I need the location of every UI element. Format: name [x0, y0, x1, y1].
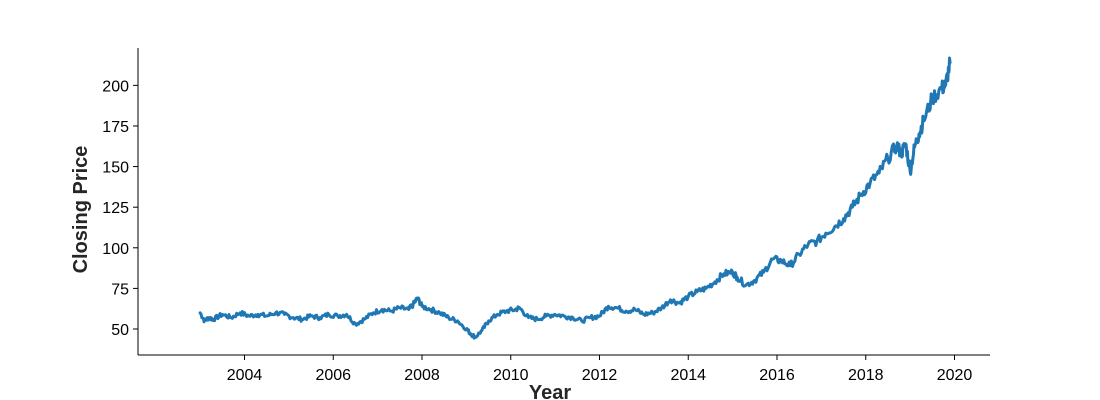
- x-tick-label: 2010: [493, 367, 529, 384]
- x-tick-label: 2004: [227, 367, 263, 384]
- x-axis-title: Year: [529, 382, 571, 400]
- series-layer: [198, 56, 952, 340]
- y-axis-title: Closing Price: [70, 146, 92, 274]
- y-tick-label: 50: [111, 322, 129, 339]
- x-tick-label: 2020: [937, 367, 973, 384]
- axes-layer: [137, 48, 990, 356]
- x-tick-label: 2016: [759, 367, 795, 384]
- y-tick-label: 75: [111, 281, 129, 298]
- y-tick-label: 200: [102, 78, 129, 95]
- x-tick-label: 2014: [670, 367, 706, 384]
- x-ticks: 2004 2006 2008 2010 2012 2014 2016 2018 2020: [227, 355, 973, 384]
- x-tick-label: 2006: [315, 367, 351, 384]
- y-tick-label: 150: [102, 160, 129, 177]
- closing-price-series-line: [198, 56, 952, 340]
- x-tick-label: 2012: [582, 367, 618, 384]
- y-ticks: 50 75 100 125 150 175 200: [102, 78, 138, 339]
- y-tick-label: 175: [102, 119, 129, 136]
- x-tick-label: 2018: [848, 367, 884, 384]
- y-tick-label: 125: [102, 200, 129, 217]
- x-tick-label: 2008: [404, 367, 440, 384]
- y-tick-label: 100: [102, 241, 129, 258]
